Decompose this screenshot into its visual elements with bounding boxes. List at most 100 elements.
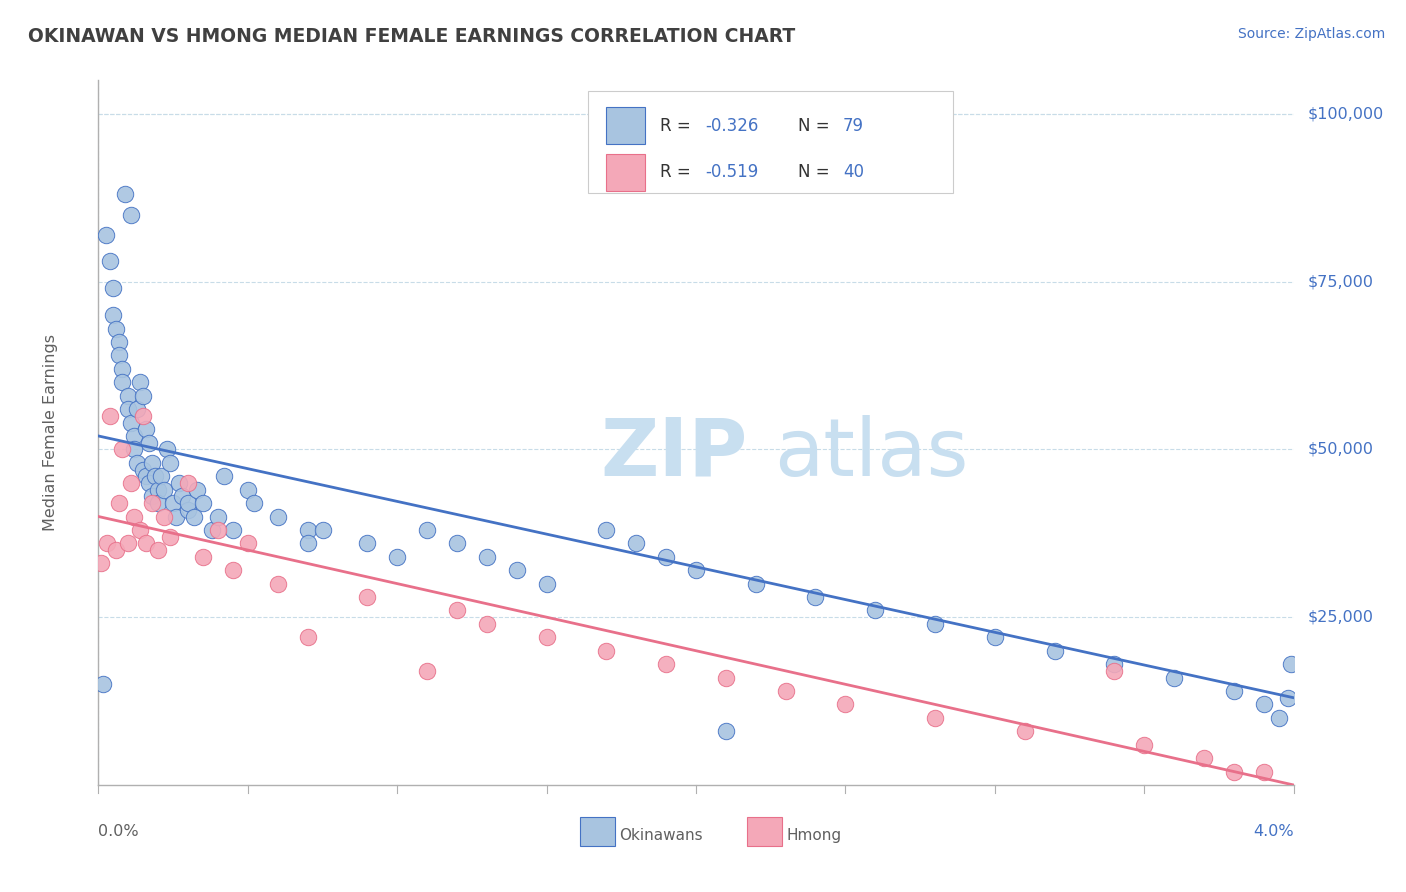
Point [222,523,245,537]
Point [1277,690,1299,705]
Point [162,496,184,510]
Point [105,543,128,558]
Text: $25,000: $25,000 [1308,609,1374,624]
Point [138,475,160,490]
Point [1253,698,1275,712]
Point [924,711,946,725]
Point [1104,664,1126,678]
Point [135,422,157,436]
Point [120,207,142,221]
Text: $100,000: $100,000 [1308,106,1384,121]
Text: N =: N = [797,117,834,135]
Text: atlas: atlas [773,415,967,492]
Point [685,563,707,577]
Text: Okinawans: Okinawans [620,828,703,843]
Point [595,523,617,537]
Point [150,469,173,483]
Text: $50,000: $50,000 [1308,442,1374,457]
Point [153,509,176,524]
Text: Hmong: Hmong [787,828,842,843]
Point [129,376,152,390]
Point [141,489,163,503]
FancyBboxPatch shape [606,154,644,191]
Point [222,563,245,577]
Point [165,509,187,524]
Point [1223,684,1246,698]
Point [129,523,152,537]
Point [212,469,235,483]
Point [111,442,134,457]
Point [172,489,194,503]
Point [834,698,856,712]
Text: N =: N = [797,163,834,181]
Point [243,496,266,510]
Point [655,657,678,672]
Point [132,409,155,423]
Point [153,483,176,497]
Point [90,557,112,571]
Point [120,416,142,430]
Text: R =: R = [661,117,696,135]
Point [356,590,378,604]
Point [191,549,214,564]
Point [159,456,181,470]
Point [117,402,139,417]
Point [655,549,678,564]
Point [108,334,131,349]
Text: OKINAWAN VS HMONG MEDIAN FEMALE EARNINGS CORRELATION CHART: OKINAWAN VS HMONG MEDIAN FEMALE EARNINGS… [28,27,796,45]
Point [177,496,200,510]
Point [1223,764,1246,779]
Point [98,409,122,423]
Point [267,576,290,591]
Point [114,187,136,202]
Text: 0.0%: 0.0% [98,823,139,838]
Point [186,483,208,497]
Point [201,523,224,537]
Point [148,483,170,497]
Point [135,536,157,550]
FancyBboxPatch shape [589,91,953,193]
Point [1267,711,1289,725]
Point [111,376,134,390]
Point [132,389,155,403]
Point [103,281,125,295]
Point [297,523,319,537]
Point [1163,671,1185,685]
Point [143,469,166,483]
Point [124,429,146,443]
Point [183,509,205,524]
Point [775,684,797,698]
Text: -0.519: -0.519 [706,163,759,181]
Point [804,590,827,604]
Point [475,549,498,564]
Point [1192,751,1215,765]
Point [626,536,648,550]
Point [138,435,160,450]
Text: R =: R = [661,163,696,181]
Point [94,227,117,242]
Point [536,576,558,591]
Point [111,362,134,376]
Point [108,348,131,362]
Text: $75,000: $75,000 [1308,274,1374,289]
Point [385,549,409,564]
Point [506,563,529,577]
Point [1133,738,1156,752]
Point [865,603,887,617]
Text: Median Female Earnings: Median Female Earnings [44,334,58,531]
Text: 79: 79 [844,117,863,135]
Point [416,664,439,678]
Point [117,536,139,550]
Point [536,630,558,644]
Point [311,523,333,537]
Text: ZIP: ZIP [600,415,748,492]
Point [105,321,128,335]
Text: Source: ZipAtlas.com: Source: ZipAtlas.com [1237,27,1385,41]
Point [714,724,737,739]
Point [1279,657,1302,672]
Point [91,677,114,691]
Point [475,616,498,631]
Point [1253,764,1275,779]
Point [714,671,737,685]
Point [984,630,1007,644]
